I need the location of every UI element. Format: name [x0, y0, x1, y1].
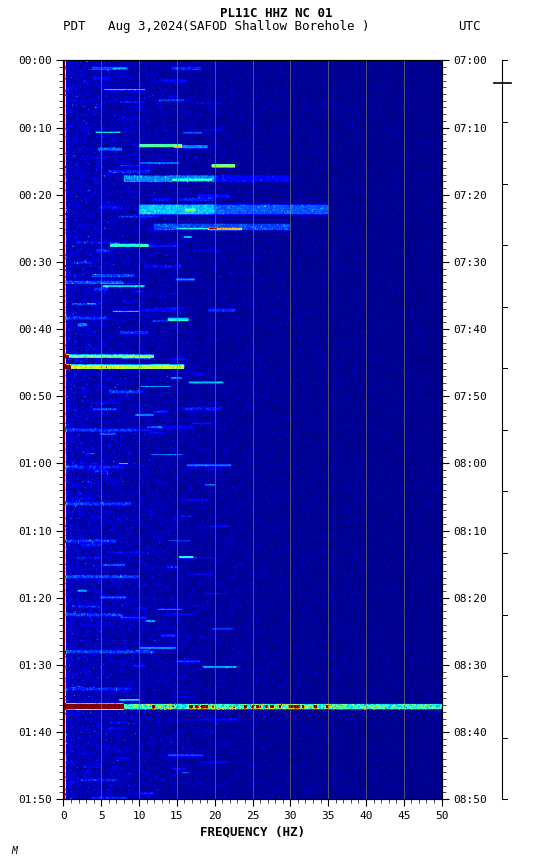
- Text: PL11C HHZ NC 01: PL11C HHZ NC 01: [220, 7, 332, 20]
- Text: PDT   Aug 3,2024: PDT Aug 3,2024: [63, 20, 183, 33]
- Text: M: M: [11, 846, 17, 855]
- Text: UTC: UTC: [458, 20, 480, 33]
- X-axis label: FREQUENCY (HZ): FREQUENCY (HZ): [200, 825, 305, 838]
- Text: (SAFOD Shallow Borehole ): (SAFOD Shallow Borehole ): [182, 20, 370, 33]
